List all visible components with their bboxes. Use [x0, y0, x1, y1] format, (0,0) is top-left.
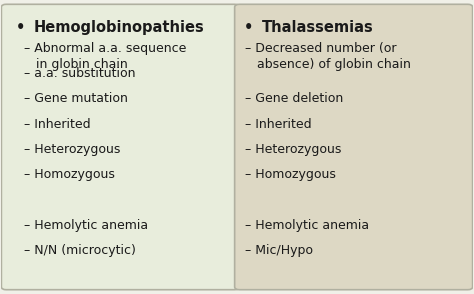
Text: – Mic/Hypo: – Mic/Hypo: [246, 244, 313, 257]
Text: – Inherited: – Inherited: [24, 118, 91, 131]
Text: Hemoglobinopathies: Hemoglobinopathies: [34, 20, 204, 35]
Text: – Abnormal a.a. sequence
   in globin chain: – Abnormal a.a. sequence in globin chain: [24, 41, 186, 71]
FancyBboxPatch shape: [1, 4, 239, 290]
Text: – Heterozygous: – Heterozygous: [24, 143, 120, 156]
Text: – Homozygous: – Homozygous: [246, 168, 337, 181]
Text: – Homozygous: – Homozygous: [24, 168, 115, 181]
Text: – a.a. substitution: – a.a. substitution: [24, 67, 136, 80]
Text: – Hemolytic anemia: – Hemolytic anemia: [246, 219, 370, 232]
Text: – Gene deletion: – Gene deletion: [246, 92, 344, 105]
Text: •: •: [16, 20, 25, 35]
Text: •: •: [244, 20, 254, 35]
Text: – N/N (microcytic): – N/N (microcytic): [24, 244, 136, 257]
Text: Thalassemias: Thalassemias: [262, 20, 374, 35]
FancyBboxPatch shape: [235, 4, 473, 290]
Text: – Inherited: – Inherited: [246, 118, 312, 131]
Text: – Decreased number (or
   absence) of globin chain: – Decreased number (or absence) of globi…: [246, 41, 411, 71]
Text: – Gene mutation: – Gene mutation: [24, 92, 128, 105]
Text: – Heterozygous: – Heterozygous: [246, 143, 342, 156]
Text: – Hemolytic anemia: – Hemolytic anemia: [24, 219, 148, 232]
